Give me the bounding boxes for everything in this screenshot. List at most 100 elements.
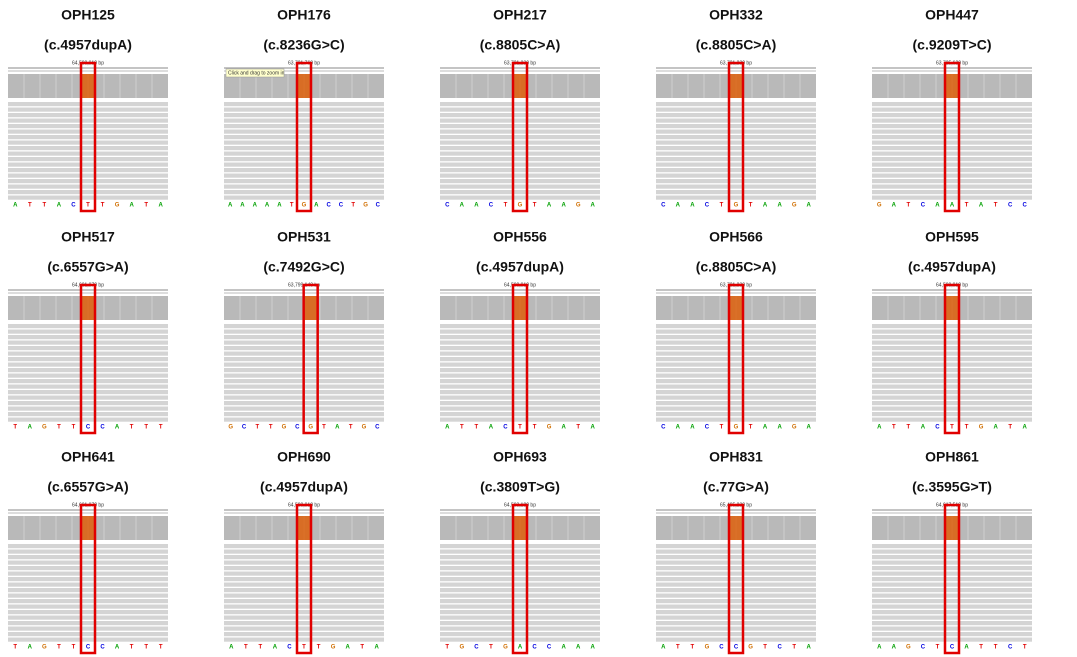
reference-base: T bbox=[533, 425, 537, 431]
read bbox=[440, 141, 600, 145]
read bbox=[440, 577, 600, 581]
read bbox=[656, 368, 816, 372]
read bbox=[8, 363, 168, 367]
read bbox=[656, 374, 816, 378]
read bbox=[872, 555, 1032, 559]
variant-name: (c.4957dupA) bbox=[260, 479, 348, 495]
variant-name: (c.6557G>A) bbox=[47, 259, 128, 275]
read bbox=[872, 135, 1032, 139]
read bbox=[872, 412, 1032, 416]
reference-base: A bbox=[13, 203, 18, 209]
reference-base: C bbox=[1008, 203, 1013, 209]
reference-base: C bbox=[532, 645, 537, 651]
reference-base: A bbox=[807, 425, 812, 431]
reference-base: C bbox=[1023, 203, 1028, 209]
reference-base: C bbox=[705, 203, 710, 209]
read bbox=[224, 124, 384, 128]
read bbox=[440, 368, 600, 372]
reference-base: T bbox=[763, 645, 767, 651]
read bbox=[8, 621, 168, 625]
coverage-variant bbox=[82, 516, 94, 540]
read bbox=[440, 555, 600, 559]
reference-base: T bbox=[269, 425, 273, 431]
read bbox=[8, 330, 168, 334]
reference-base: T bbox=[259, 645, 263, 651]
read bbox=[224, 544, 384, 548]
reference-base: T bbox=[349, 425, 353, 431]
read bbox=[656, 621, 816, 625]
read bbox=[656, 163, 816, 167]
read bbox=[8, 638, 168, 642]
reference-base: C bbox=[719, 645, 724, 651]
read bbox=[872, 335, 1032, 339]
read bbox=[440, 324, 600, 328]
read bbox=[656, 572, 816, 576]
sample-name: OPH556 bbox=[493, 229, 547, 245]
read bbox=[872, 544, 1032, 548]
reference-base: A bbox=[979, 203, 984, 209]
reference-base: A bbox=[561, 645, 566, 651]
read bbox=[872, 599, 1032, 603]
read bbox=[440, 572, 600, 576]
reference-base: T bbox=[533, 203, 537, 209]
read bbox=[872, 396, 1032, 400]
reference-base: T bbox=[144, 645, 148, 651]
read bbox=[872, 588, 1032, 592]
reference-base: G bbox=[792, 203, 797, 209]
read bbox=[872, 174, 1032, 178]
read bbox=[656, 357, 816, 361]
reference-base: A bbox=[547, 203, 552, 209]
reference-base: G bbox=[877, 203, 882, 209]
read bbox=[440, 190, 600, 194]
coverage-variant bbox=[305, 296, 317, 320]
read bbox=[8, 130, 168, 134]
reference-base: A bbox=[277, 203, 282, 209]
reference-base: T bbox=[43, 203, 47, 209]
variant-name: (c.8805C>A) bbox=[696, 259, 777, 275]
reference-base: T bbox=[691, 645, 695, 651]
reference-base: A bbox=[676, 203, 681, 209]
read bbox=[872, 561, 1032, 565]
read bbox=[224, 102, 384, 106]
coverage-variant bbox=[730, 516, 742, 540]
read bbox=[8, 346, 168, 350]
read bbox=[872, 346, 1032, 350]
reference-base: A bbox=[561, 425, 566, 431]
read bbox=[440, 632, 600, 636]
tooltip: Click and drag to zoom in bbox=[228, 70, 285, 76]
variant-name: (c.6557G>A) bbox=[47, 479, 128, 495]
read bbox=[440, 179, 600, 183]
reference-base: A bbox=[877, 645, 882, 651]
read bbox=[656, 561, 816, 565]
reference-base: G bbox=[363, 203, 368, 209]
read bbox=[224, 550, 384, 554]
read bbox=[872, 146, 1032, 150]
reference-base: A bbox=[777, 425, 782, 431]
reference-base: C bbox=[445, 203, 450, 209]
read bbox=[872, 196, 1032, 200]
coverage-variant bbox=[298, 74, 310, 98]
reference-base: T bbox=[460, 425, 464, 431]
read bbox=[8, 124, 168, 128]
read bbox=[872, 572, 1032, 576]
variant-name: (c.4957dupA) bbox=[44, 37, 132, 53]
read bbox=[872, 594, 1032, 598]
read bbox=[224, 594, 384, 598]
read bbox=[8, 113, 168, 117]
read bbox=[8, 599, 168, 603]
reference-base: G bbox=[792, 425, 797, 431]
reference-base: T bbox=[130, 425, 134, 431]
read bbox=[872, 152, 1032, 156]
reference-base: A bbox=[561, 203, 566, 209]
read bbox=[656, 130, 816, 134]
reference-base: T bbox=[950, 425, 954, 431]
read bbox=[440, 379, 600, 383]
reference-base: C bbox=[950, 645, 955, 651]
read bbox=[656, 152, 816, 156]
reference-base: A bbox=[375, 645, 380, 651]
read bbox=[224, 566, 384, 570]
read bbox=[8, 157, 168, 161]
reference-base: A bbox=[892, 645, 897, 651]
read bbox=[224, 163, 384, 167]
reference-base: A bbox=[273, 645, 278, 651]
